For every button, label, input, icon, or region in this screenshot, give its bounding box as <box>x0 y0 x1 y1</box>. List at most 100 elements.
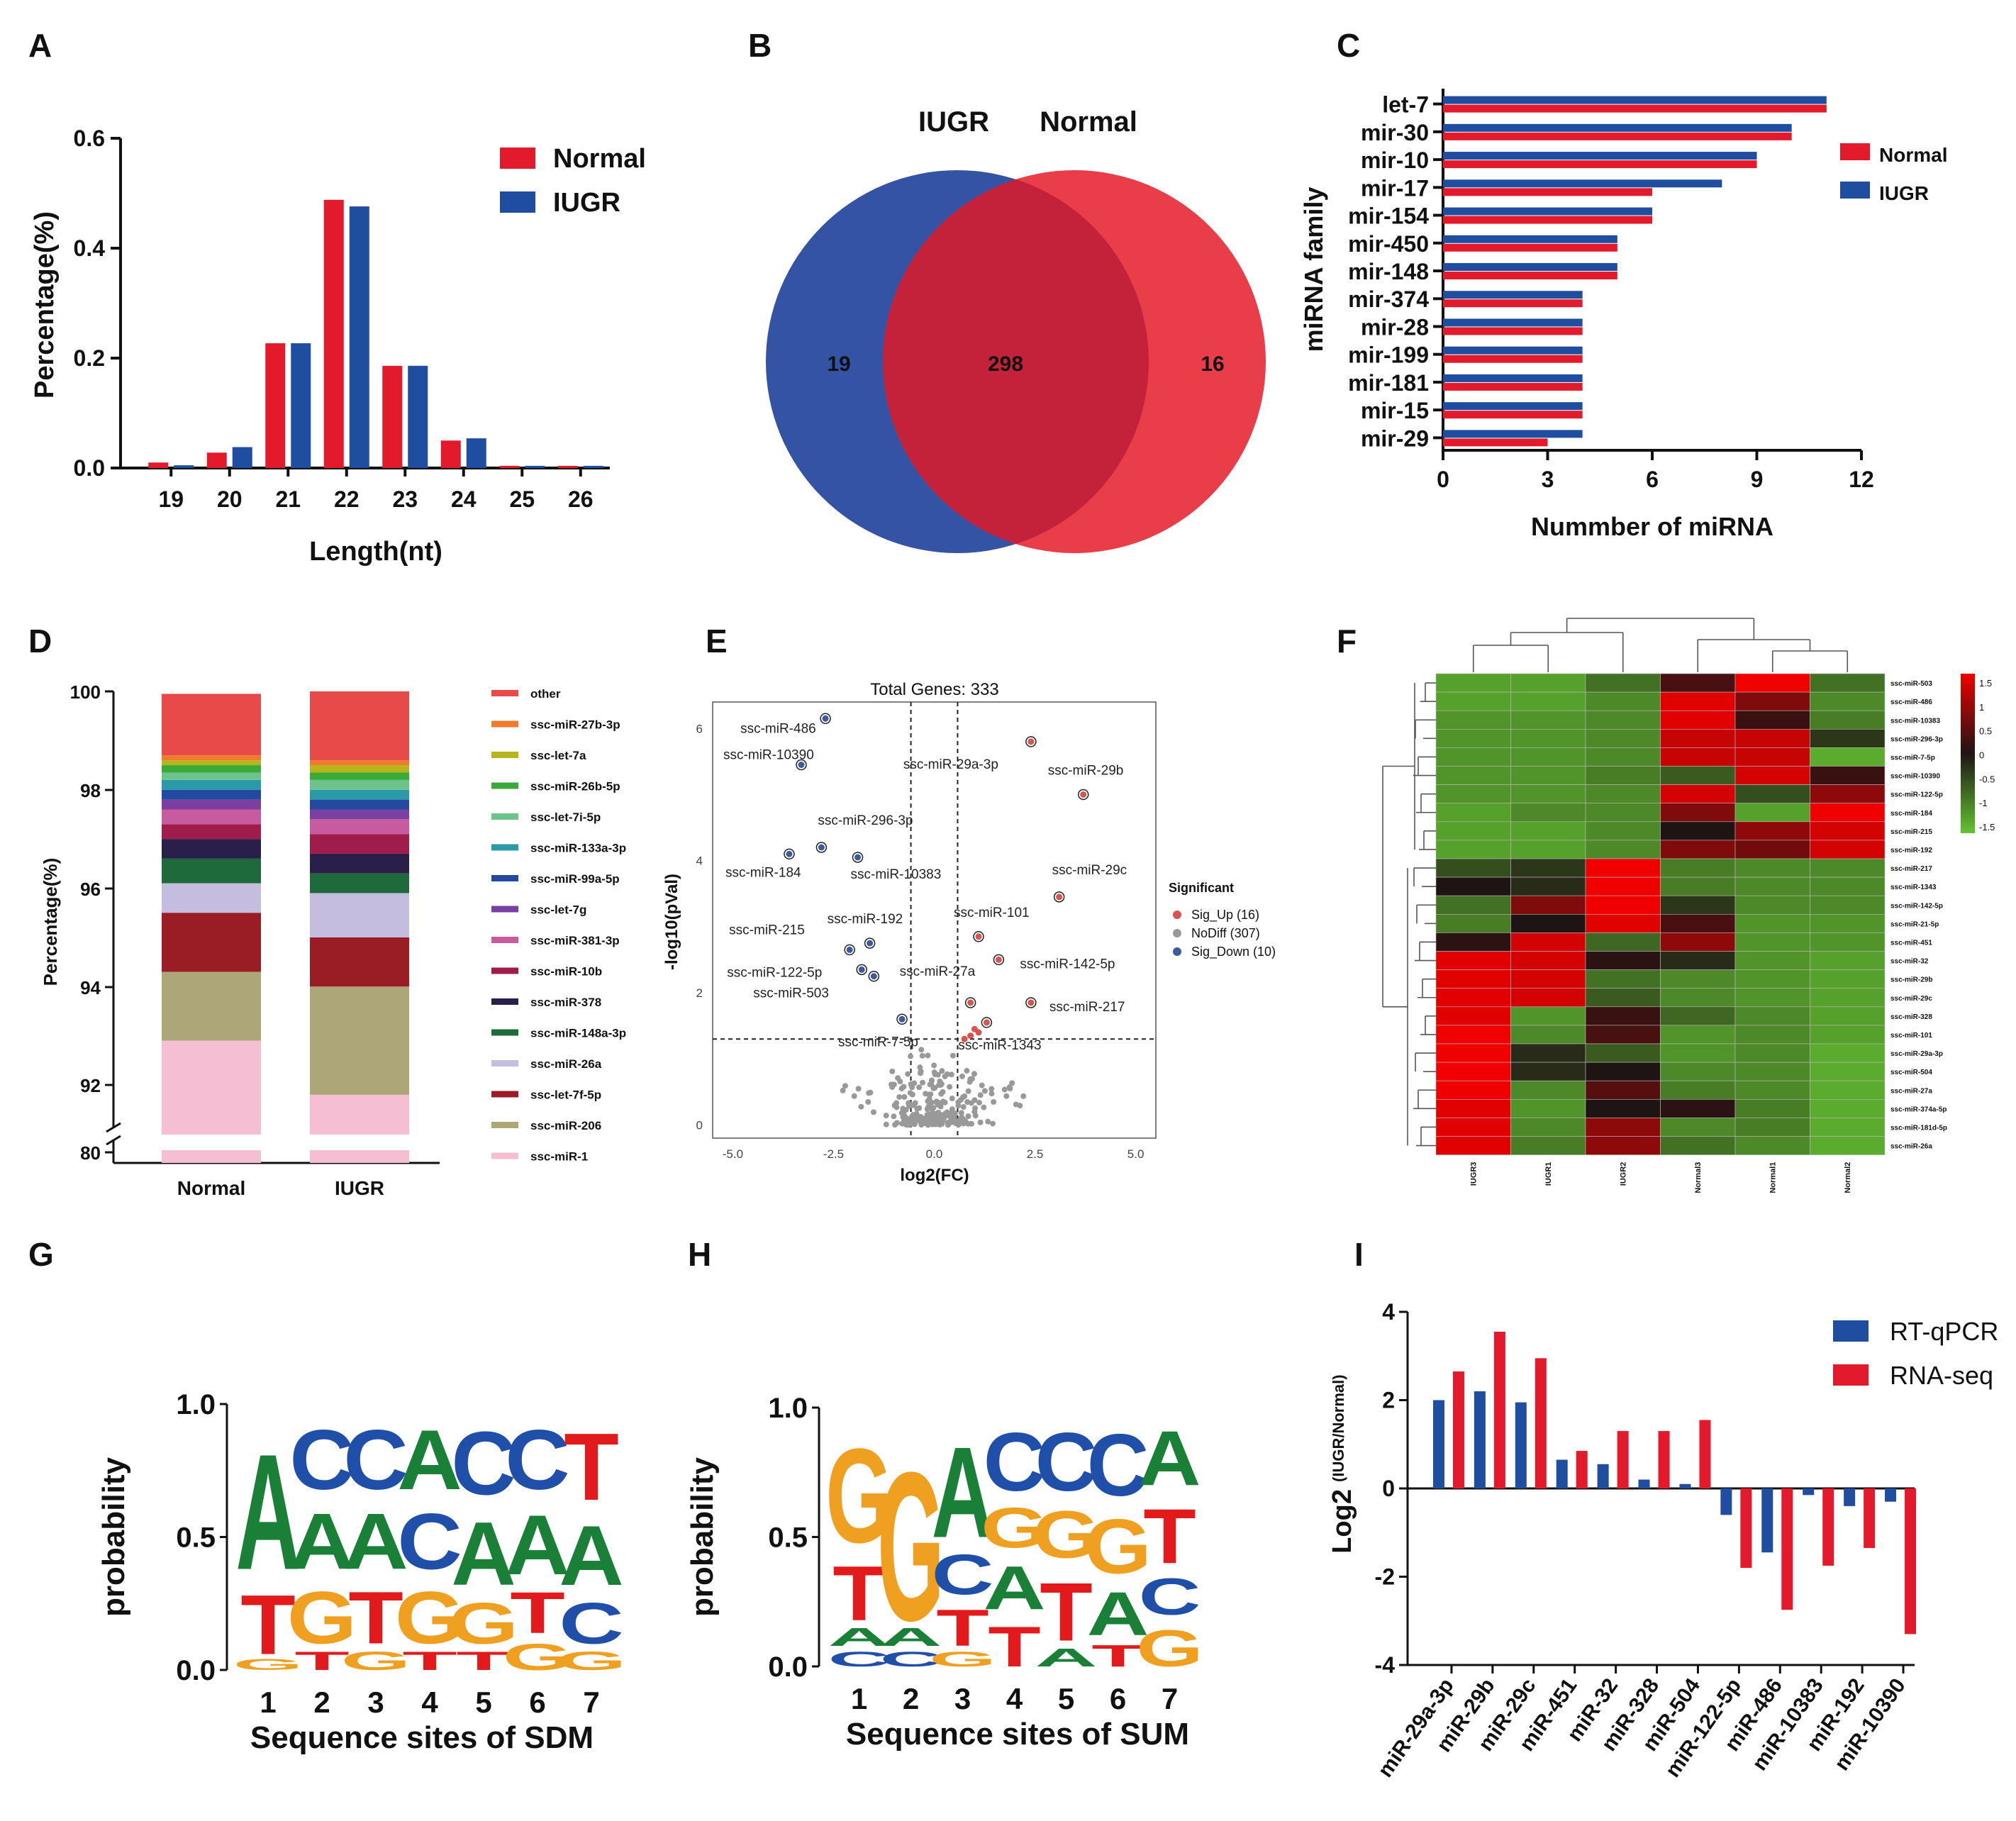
y-tick-label: mir-154 <box>1348 204 1429 229</box>
logo-glyph: A <box>932 1420 994 1565</box>
bar-segment <box>310 765 409 773</box>
bar-rt-qpcr <box>1515 1402 1527 1488</box>
heatmap-cell <box>1585 1080 1661 1100</box>
heatmap-cell <box>1435 1043 1511 1063</box>
y-tick-label: mir-148 <box>1348 259 1429 284</box>
heatmap-cell <box>1810 821 1886 841</box>
logo-glyph: C <box>505 1413 569 1508</box>
logo-glyph: C <box>343 1413 408 1508</box>
point-nodiff <box>932 1071 938 1078</box>
point-nodiff <box>896 1093 903 1100</box>
legend-label: RT-qPCR <box>1890 1317 1998 1346</box>
point-nodiff <box>867 1089 874 1096</box>
heatmap-cell <box>1510 895 1586 915</box>
point-label: ssc-miR-142-5p <box>1020 957 1115 971</box>
heatmap-cell <box>1510 914 1586 933</box>
point-nodiff <box>960 1120 967 1127</box>
legend-label: RNA-seq <box>1890 1361 1993 1390</box>
point-nodiff <box>976 1099 982 1106</box>
bar-segment <box>310 873 409 893</box>
logo-letter-G: G <box>287 1576 357 1659</box>
logo-glyph: T <box>240 1578 295 1673</box>
heatmap-cell <box>1810 710 1886 730</box>
logo-letter-C: C <box>880 1648 942 1671</box>
logo-glyph: G <box>503 1636 573 1678</box>
point-nodiff <box>955 1122 962 1128</box>
heatmap-cell <box>1435 1080 1511 1100</box>
x-tick-label: 0.0 <box>926 1147 943 1161</box>
heatmap-cell <box>1435 876 1511 896</box>
legend-swatch <box>491 967 518 974</box>
logo-letter-C: C <box>451 1413 516 1513</box>
heatmap-cell <box>1435 673 1511 693</box>
logo-glyph: T <box>936 1599 988 1656</box>
x-tick-label: 5.0 <box>1127 1147 1145 1161</box>
point-nodiff <box>942 1110 948 1117</box>
bar-iugr <box>174 465 194 468</box>
color-scale-label: -1 <box>1979 798 1988 808</box>
heatmap-cell <box>1585 932 1661 952</box>
logo-glyph: G <box>981 1496 1048 1560</box>
point-nodiff <box>981 1088 988 1094</box>
point-nodiff <box>988 1086 995 1092</box>
panel-letter-e: E <box>706 623 728 659</box>
legend-swatch <box>491 998 518 1005</box>
point-nodiff <box>939 1068 945 1074</box>
bar-normal <box>1443 243 1617 252</box>
row-label: ssc-miR-29c <box>1890 995 1932 1003</box>
heatmap-cell <box>1660 932 1736 952</box>
logo-letter-T: T <box>348 1576 403 1659</box>
heatmap-cell <box>1660 729 1736 748</box>
bar-segment <box>162 755 261 761</box>
heatmap-cell <box>1510 729 1586 748</box>
x-axis-label: Length(nt) <box>309 537 442 567</box>
legend-swatch <box>491 813 518 820</box>
logo-glyph: C <box>289 1413 354 1508</box>
bar-normal <box>1443 411 1583 419</box>
logo-letter-C: C <box>1035 1416 1098 1508</box>
y-tick-label: mir-15 <box>1361 398 1429 423</box>
logo-glyph: C <box>1035 1416 1098 1508</box>
legend-swatch <box>500 191 535 213</box>
point-nodiff <box>955 1099 962 1106</box>
point-nodiff <box>977 1119 984 1125</box>
point-nodiff <box>912 1100 918 1106</box>
axis-break <box>106 1135 121 1146</box>
y-tick-label: mir-374 <box>1348 286 1429 312</box>
legend-swatch <box>491 937 518 943</box>
bar-normal <box>1443 299 1583 308</box>
heatmap-cell <box>1510 1136 1586 1155</box>
point-nodiff <box>909 1084 915 1091</box>
point-nodiff <box>960 1104 967 1110</box>
row-label: ssc-miR-29b <box>1890 976 1932 984</box>
heatmap-cell <box>1435 1118 1511 1137</box>
logo-glyph: T <box>294 1646 349 1676</box>
heatmap-cell <box>1810 1136 1886 1155</box>
row-label: ssc-miR-26a <box>1890 1143 1932 1151</box>
heatmap-cell <box>1435 1099 1511 1118</box>
legend-label: ssc-miR-10b <box>530 965 602 979</box>
heatmap-cell <box>1510 803 1586 823</box>
point-nodiff <box>1017 1103 1023 1109</box>
bar-iugr <box>1443 346 1583 355</box>
point-nodiff <box>908 1115 914 1122</box>
logo-glyph: G <box>395 1576 465 1659</box>
panel-letter-g: G <box>28 1236 54 1273</box>
y-tick-label: 0.5 <box>768 1522 808 1554</box>
point-down <box>846 946 853 953</box>
heatmap-cell <box>1510 1099 1586 1118</box>
x-tick-label: 19 <box>158 486 184 512</box>
bar-rna-seq <box>1493 1332 1505 1488</box>
row-label: ssc-miR-10390 <box>1890 773 1940 781</box>
point-nodiff <box>858 1103 864 1110</box>
point-nodiff <box>971 1071 977 1077</box>
bar-segment <box>162 772 261 780</box>
legend-swatch <box>491 906 518 913</box>
logo-glyph: C <box>984 1416 1046 1508</box>
point-nodiff <box>931 1062 937 1069</box>
heatmap-cell <box>1435 747 1511 767</box>
legend-label: other <box>530 687 561 701</box>
heatmap-cell <box>1734 1043 1810 1063</box>
point-label: ssc-miR-503 <box>753 986 829 1001</box>
point-nodiff <box>1007 1085 1013 1091</box>
